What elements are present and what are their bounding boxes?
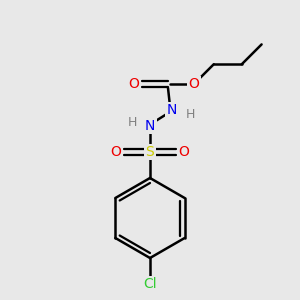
Text: Cl: Cl [143, 277, 157, 291]
Text: O: O [189, 77, 200, 91]
Text: O: O [178, 145, 189, 159]
Text: H: H [185, 107, 195, 121]
Text: O: O [111, 145, 122, 159]
Text: N: N [145, 119, 155, 133]
Text: N: N [167, 103, 177, 117]
Text: S: S [146, 145, 154, 159]
Text: H: H [127, 116, 137, 128]
Text: O: O [129, 77, 140, 91]
